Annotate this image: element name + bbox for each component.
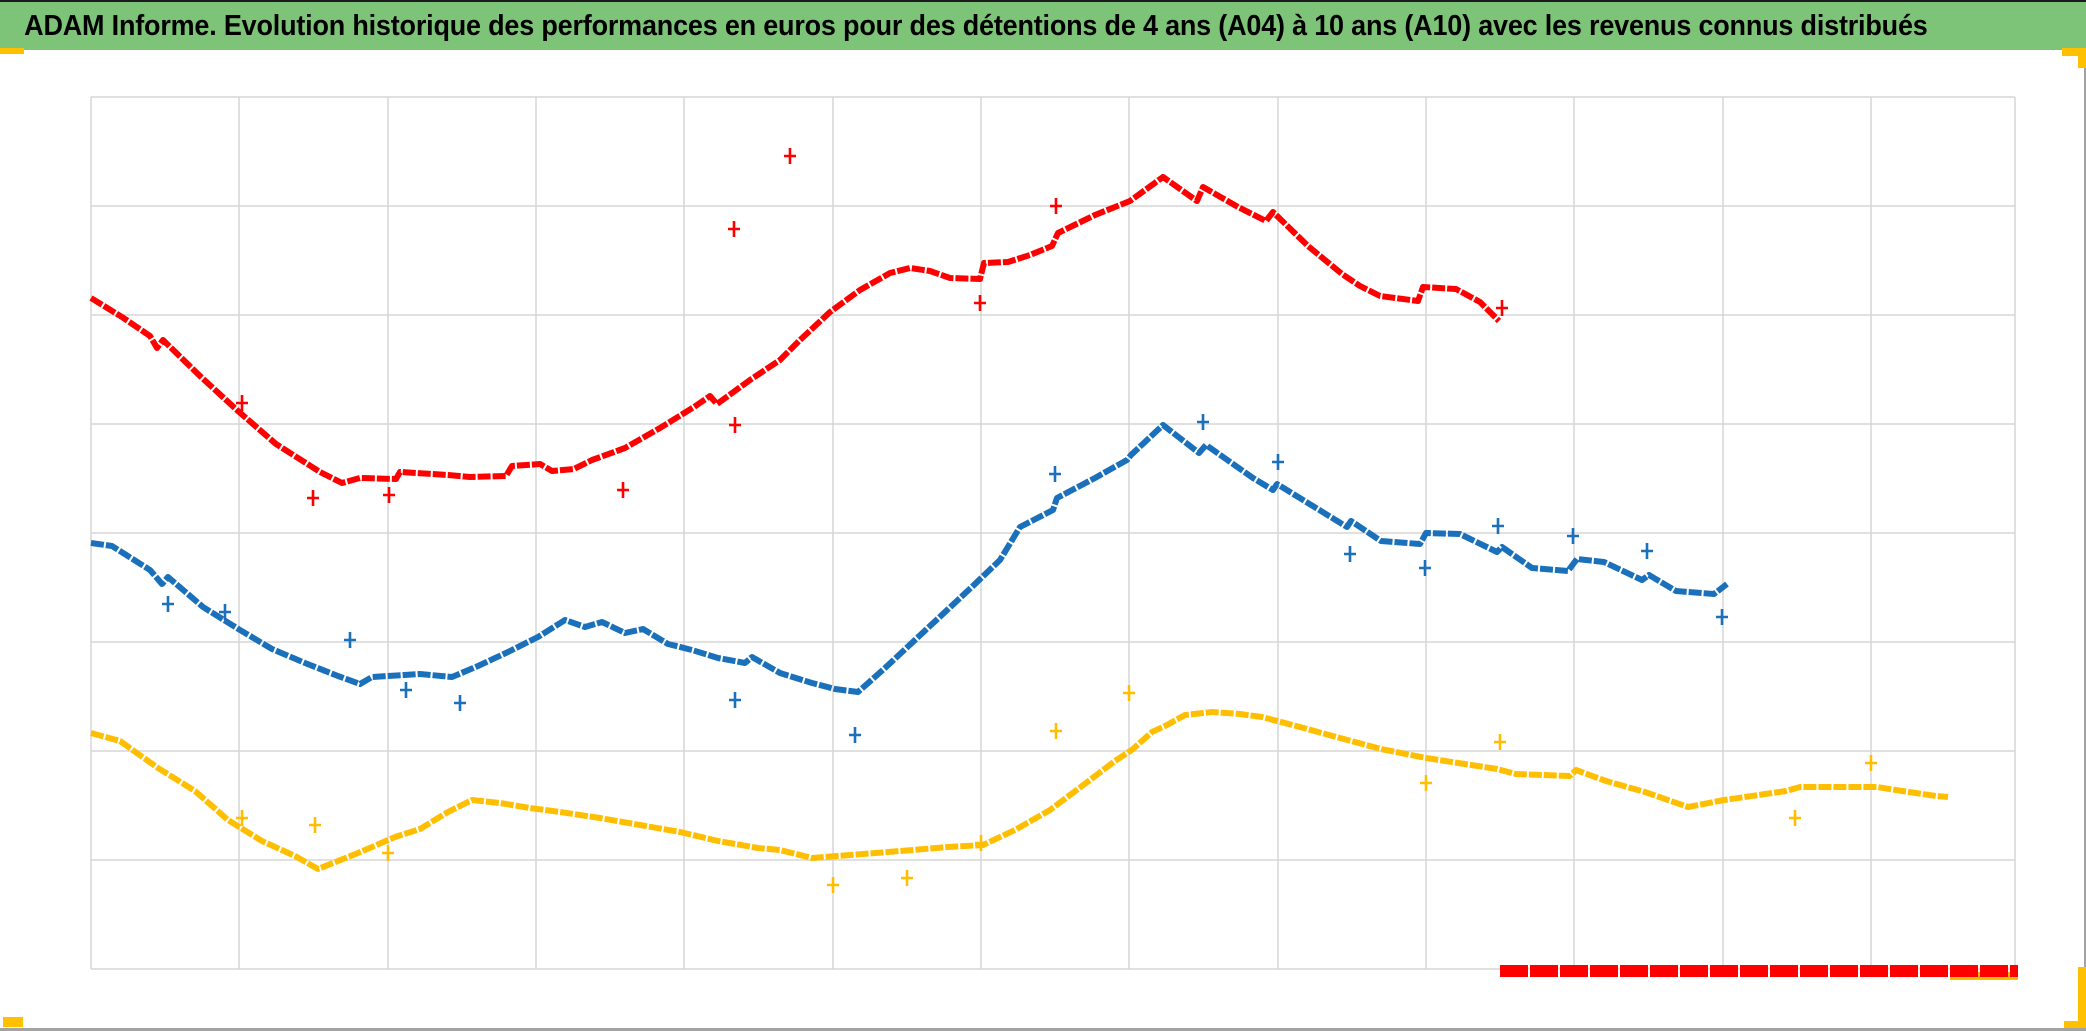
window-border-bottom xyxy=(0,1028,2086,1031)
corner-accent-top-left xyxy=(0,48,24,54)
corner-accent-bottom-right-v xyxy=(2078,967,2086,1027)
corner-accent-top-right-h xyxy=(2062,48,2086,56)
blue-series xyxy=(90,414,1729,743)
red-series xyxy=(89,148,2018,977)
page-title: ADAM Informe. Evolution historique des p… xyxy=(24,9,1928,42)
corner-accent-bottom-left xyxy=(3,1017,23,1027)
corner-accent-bottom-right-h xyxy=(2064,1021,2086,1028)
yellow-series xyxy=(90,685,2018,980)
header-bar: ADAM Informe. Evolution historique des p… xyxy=(0,0,2086,50)
gridlines xyxy=(90,96,2016,970)
corner-accent-top-right-v xyxy=(2078,48,2086,68)
window-border-right xyxy=(2084,50,2086,1031)
